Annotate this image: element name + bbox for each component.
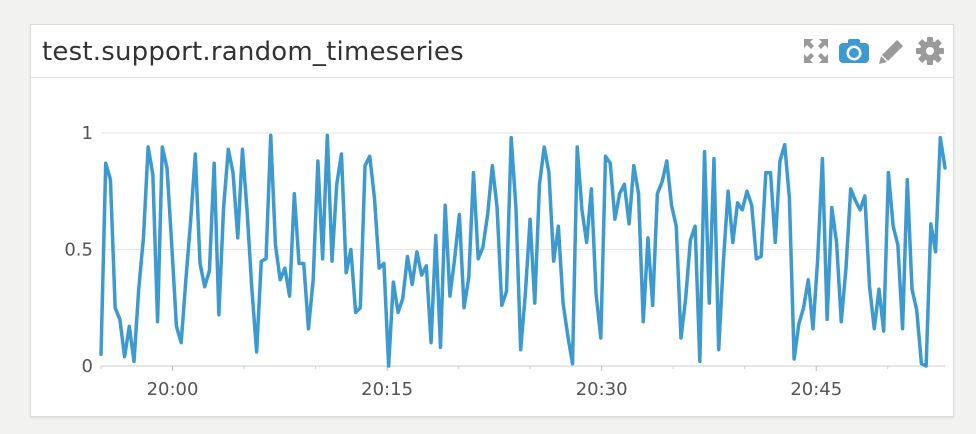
snapshot-button[interactable] — [837, 35, 871, 67]
x-tick-label: 20:15 — [361, 379, 413, 400]
x-tick-label: 20:00 — [147, 379, 199, 400]
pencil-icon — [879, 40, 903, 64]
series-line — [99, 133, 947, 368]
expand-button[interactable] — [799, 35, 833, 67]
chart-axes: 0 0.5 1 20:00 20:15 20:30 20:45 — [64, 123, 889, 400]
timeseries-chart: 0 0.5 1 20:00 20:15 20:30 20:45 — [64, 123, 947, 400]
chart-series — [99, 133, 947, 368]
y-tick-label: 0 — [82, 356, 93, 377]
widget-title: test.support.random_timeseries — [42, 37, 464, 67]
y-tick-label: 0.5 — [64, 240, 93, 261]
widget-toolbar — [799, 35, 947, 67]
chart-grid — [101, 132, 945, 367]
gear-icon — [916, 37, 944, 65]
y-tick-label: 1 — [82, 123, 93, 144]
camera-icon — [839, 39, 869, 63]
x-tick-label: 20:30 — [576, 379, 628, 400]
edit-button[interactable] — [875, 35, 909, 67]
settings-button[interactable] — [913, 35, 947, 67]
timeseries-widget: test.support.random_timeseries — [30, 24, 954, 417]
x-tick-label: 20:45 — [790, 379, 842, 400]
expand-icon — [804, 39, 828, 63]
widget-header: test.support.random_timeseries — [31, 25, 953, 78]
